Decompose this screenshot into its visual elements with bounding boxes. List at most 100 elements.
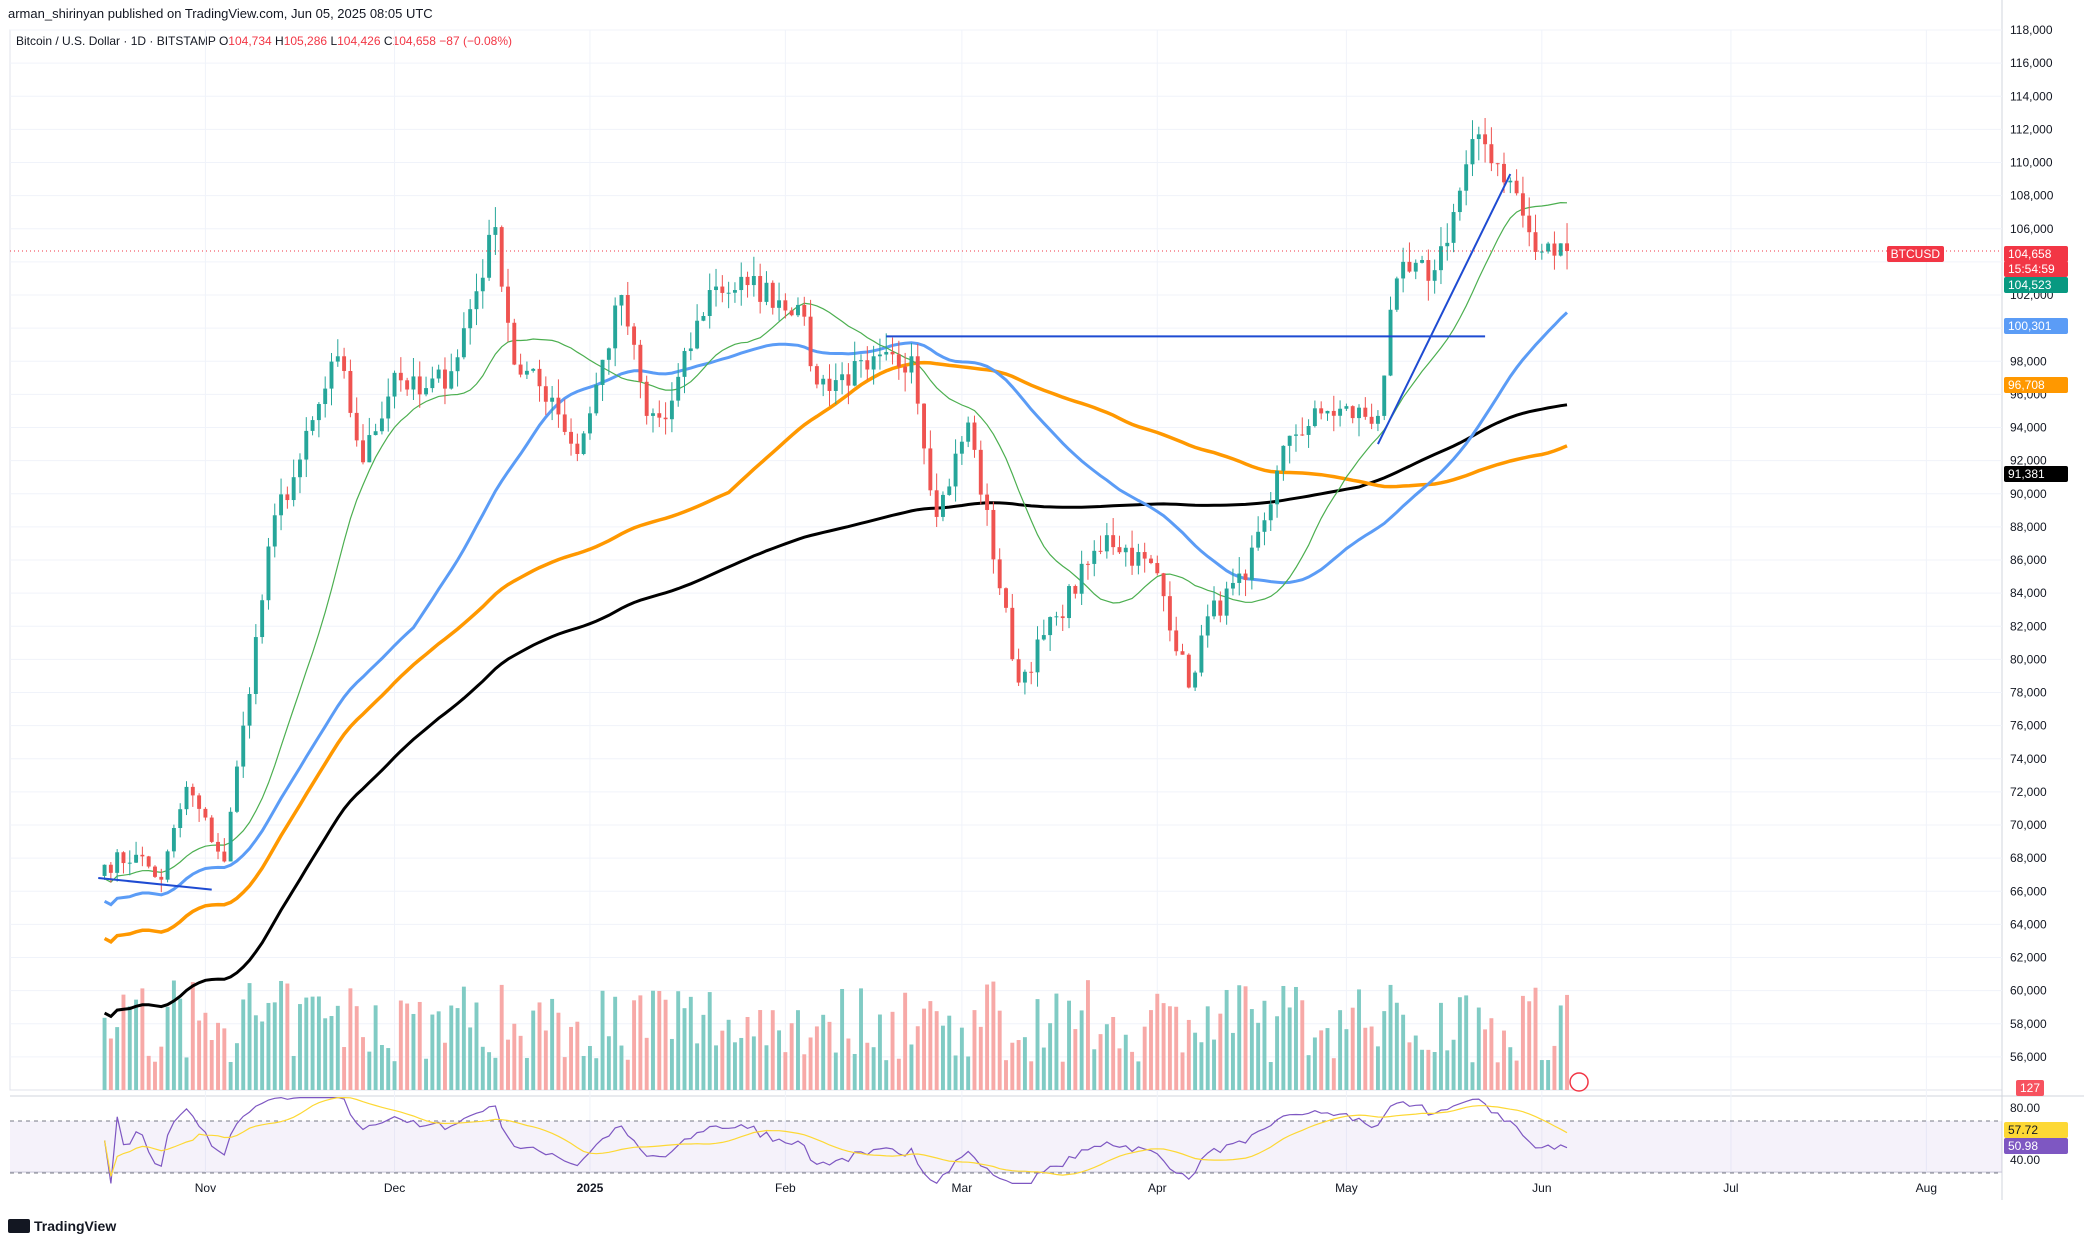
- candle-body: [1098, 550, 1103, 552]
- ohlc-legend: Bitcoin / U.S. Dollar · 1D · BITSTAMP O1…: [16, 34, 512, 48]
- volume-bar: [493, 1057, 498, 1090]
- volume-bar: [159, 1046, 164, 1090]
- volume-bar: [638, 995, 643, 1090]
- candle-body: [1054, 616, 1059, 618]
- volume-bar: [310, 996, 315, 1090]
- candle-body: [1407, 261, 1412, 272]
- volume-bar: [335, 1005, 340, 1090]
- candle-body: [487, 234, 492, 278]
- volume-bar: [146, 1055, 151, 1090]
- volume-bar: [1149, 1010, 1153, 1090]
- volume-bar: [298, 1004, 302, 1090]
- volume-bar: [1287, 1007, 1292, 1090]
- volume-bar: [468, 1027, 473, 1090]
- volume-bar: [386, 1048, 391, 1090]
- candle-body: [613, 305, 618, 349]
- volume-bar: [1489, 1018, 1494, 1090]
- candle-body: [764, 282, 769, 302]
- tradingview-logo[interactable]: TradingView: [8, 1218, 116, 1234]
- x-tick-label: Feb: [775, 1181, 796, 1195]
- volume-bar: [619, 1045, 624, 1090]
- candle-body: [1212, 600, 1216, 617]
- y-tick-label: 90,000: [2010, 487, 2047, 501]
- candle-body: [1369, 416, 1374, 424]
- volume-bar: [272, 1002, 277, 1090]
- candle-body: [316, 404, 321, 421]
- low-label: L: [330, 34, 338, 48]
- candle-body: [1243, 573, 1248, 580]
- volume-bar: [115, 1027, 120, 1090]
- candle-body: [140, 854, 145, 857]
- volume-bar: [323, 1018, 328, 1090]
- volume-bar: [1319, 1030, 1324, 1090]
- candle-body: [127, 862, 132, 864]
- y-tick-label: 60,000: [2010, 984, 2047, 998]
- candle-body: [934, 490, 939, 517]
- volume-bar: [1325, 1028, 1330, 1090]
- volume-bar: [1457, 997, 1462, 1090]
- candle-body: [121, 852, 126, 864]
- volume-bar: [1123, 1034, 1128, 1090]
- volume-bar: [1041, 1047, 1046, 1090]
- volume-bar: [1205, 1006, 1210, 1090]
- candle-body: [783, 300, 788, 311]
- volume-bar: [814, 1026, 819, 1090]
- candle-body: [594, 384, 599, 414]
- volume-bar: [247, 983, 252, 1090]
- high-value: 105,286: [283, 34, 328, 48]
- candle-body: [1067, 586, 1071, 619]
- volume-bar: [966, 1056, 971, 1090]
- volume-bar: [1262, 1000, 1267, 1090]
- volume-bar: [1331, 1058, 1336, 1090]
- volume-bar: [827, 1021, 832, 1090]
- y-tick-label: 66,000: [2010, 884, 2047, 898]
- volume-bar: [783, 1052, 788, 1090]
- volume-bar: [833, 1052, 838, 1090]
- volume-bar: [1357, 989, 1361, 1090]
- candle-body: [1331, 410, 1336, 416]
- candle-body: [386, 396, 391, 419]
- candle-body: [1451, 212, 1456, 243]
- volume-bar: [985, 984, 990, 1090]
- volume-bar: [1312, 1037, 1317, 1090]
- volume-bar: [153, 1061, 157, 1090]
- volume-bar: [203, 1012, 208, 1090]
- x-tick-label: May: [1335, 1181, 1358, 1195]
- candle-body: [947, 486, 952, 495]
- volume-bar: [751, 1036, 756, 1090]
- candle-body: [1401, 261, 1406, 279]
- volume-bar: [127, 1006, 132, 1090]
- candle-body: [651, 413, 655, 416]
- volume-bar: [342, 1047, 347, 1090]
- candle-body: [1533, 232, 1538, 252]
- candle-body: [1426, 260, 1431, 281]
- volume-bar: [1281, 985, 1286, 1090]
- volume-bar: [543, 1030, 548, 1090]
- candle-body: [745, 276, 750, 286]
- candle-body: [890, 351, 895, 355]
- volume-bar: [859, 988, 863, 1090]
- candle-body: [985, 494, 990, 510]
- y-tick-label: 108,000: [2010, 189, 2054, 203]
- candle-body: [354, 412, 359, 441]
- volume-bar: [373, 1005, 378, 1090]
- candle-body: [405, 380, 410, 390]
- volume-bar: [506, 1039, 510, 1090]
- volume-bar: [537, 1002, 542, 1090]
- candle-body: [884, 351, 889, 355]
- volume-bar: [764, 1045, 769, 1090]
- candle-body: [638, 344, 643, 382]
- candle-body: [1483, 134, 1488, 145]
- volume-bar: [707, 992, 712, 1090]
- candle-body: [537, 368, 542, 387]
- volume-bar: [575, 1021, 580, 1090]
- volume-bar: [1130, 1051, 1135, 1090]
- candle-body: [1470, 139, 1475, 165]
- volume-bar: [531, 1010, 536, 1090]
- volume-bar: [1167, 1006, 1172, 1090]
- candle-body: [1224, 588, 1229, 616]
- candle-body: [606, 348, 611, 360]
- symbol-label[interactable]: Bitcoin / U.S. Dollar · 1D · BITSTAMP: [16, 34, 216, 48]
- candle-body: [480, 277, 485, 292]
